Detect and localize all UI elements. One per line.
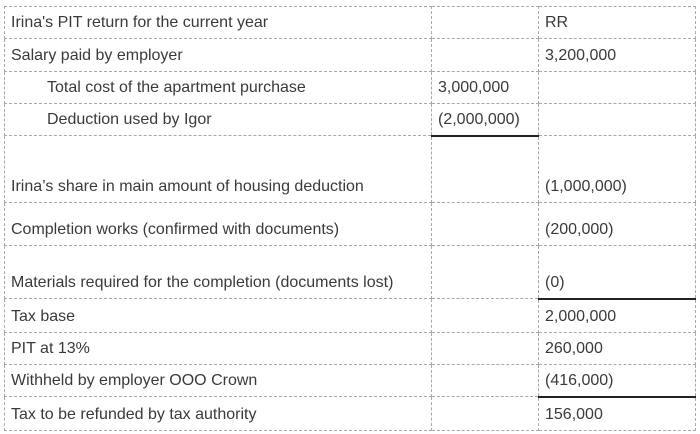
- table-row: Irina’s share in main amount of housing …: [4, 135, 696, 203]
- row-amount: (1,000,000): [538, 135, 696, 203]
- table-row: Completion works (confirmed with documen…: [4, 202, 696, 246]
- row-amount: 260,000: [538, 332, 696, 365]
- row-label: Irina's PIT return for the current year: [4, 6, 432, 39]
- row-label: Tax base: [4, 298, 432, 333]
- row-subtotal: [431, 202, 539, 246]
- row-amount: (0): [538, 245, 696, 300]
- table-row: Tax to be refunded by tax authority 156,0…: [4, 396, 696, 431]
- row-amount: [538, 71, 696, 104]
- row-subtotal: [431, 298, 539, 333]
- row-label: Withheld by employer OOO Crown: [4, 364, 432, 397]
- row-subtotal: [431, 396, 539, 431]
- row-amount: RR: [538, 6, 696, 39]
- table-row: Irina's PIT return for the current year R…: [4, 6, 696, 39]
- row-label: PIT at 13%: [4, 332, 432, 365]
- table-row: Withheld by employer OOO Crown (416,000): [4, 364, 696, 398]
- row-subtotal: [431, 332, 539, 365]
- table-row: Tax base 2,000,000: [4, 298, 696, 333]
- row-amount: (416,000): [538, 364, 696, 398]
- table-row: Total cost of the apartment purchase 3,00…: [4, 71, 696, 104]
- table-row: Deduction used by Igor (2,000,000): [4, 103, 696, 137]
- row-amount: (200,000): [538, 202, 696, 246]
- row-label: Irina’s share in main amount of housing …: [4, 135, 432, 203]
- table-row: Salary paid by employer 3,200,000: [4, 38, 696, 72]
- row-amount: [538, 103, 696, 136]
- row-label: Deduction used by Igor: [4, 103, 432, 136]
- table-row: PIT at 13% 260,000: [4, 332, 696, 365]
- row-label: Materials required for the completion (d…: [4, 245, 432, 299]
- row-amount: 156,000: [538, 396, 696, 431]
- row-subtotal: [431, 6, 539, 39]
- row-label: Salary paid by employer: [4, 38, 432, 72]
- row-label: Tax to be refunded by tax authority: [4, 396, 432, 431]
- row-label: Total cost of the apartment purchase: [4, 71, 432, 104]
- row-subtotal: [431, 135, 539, 203]
- row-subtotal: (2,000,000): [431, 103, 539, 137]
- pit-return-table: Irina's PIT return for the current year R…: [4, 6, 696, 431]
- row-subtotal: [431, 245, 539, 299]
- row-amount: 3,200,000: [538, 38, 696, 72]
- row-subtotal: [431, 364, 539, 397]
- row-amount: 2,000,000: [538, 298, 696, 333]
- row-subtotal: 3,000,000: [431, 71, 539, 104]
- table-row: Materials required for the completion (d…: [4, 245, 696, 300]
- row-subtotal: [431, 38, 539, 72]
- row-label: Completion works (confirmed with documen…: [4, 202, 432, 246]
